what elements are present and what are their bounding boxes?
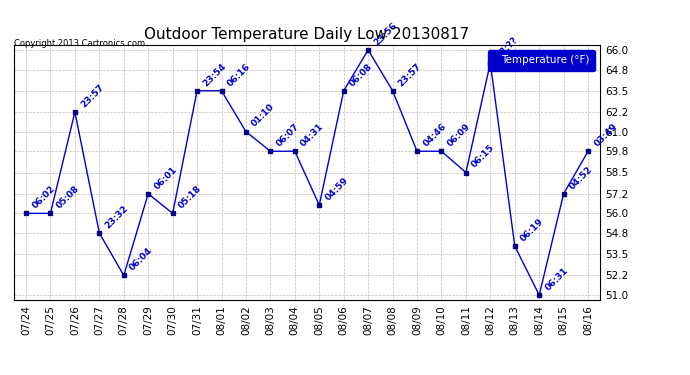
Title: Outdoor Temperature Daily Low 20130817: Outdoor Temperature Daily Low 20130817 [144, 27, 470, 42]
Text: 05:08: 05:08 [55, 184, 81, 211]
Text: 23:54: 23:54 [201, 61, 228, 88]
Text: 06:19: 06:19 [519, 217, 546, 243]
Text: 06:07: 06:07 [275, 122, 301, 148]
Text: 23:56: 23:56 [373, 21, 399, 47]
Text: 06:31: 06:31 [543, 266, 570, 292]
Text: Copyright 2013 Cartronics.com: Copyright 2013 Cartronics.com [14, 39, 145, 48]
Text: 04:46: 04:46 [421, 122, 448, 148]
Text: 06:08: 06:08 [348, 62, 374, 88]
Text: 23:57: 23:57 [397, 61, 424, 88]
Text: 04:31: 04:31 [299, 122, 326, 148]
Text: 04:59: 04:59 [324, 176, 350, 203]
Text: 06:04: 06:04 [128, 246, 155, 273]
Text: 06:15: 06:15 [470, 143, 497, 170]
Text: 05:18: 05:18 [177, 184, 204, 211]
Text: 03:49: 03:49 [592, 122, 619, 148]
Text: 04:52: 04:52 [568, 164, 594, 191]
Text: 23:??: 23:?? [495, 35, 520, 60]
Text: 01:10: 01:10 [250, 102, 277, 129]
Text: 06:16: 06:16 [226, 62, 253, 88]
Legend: Temperature (°F): Temperature (°F) [488, 50, 595, 70]
Text: 06:01: 06:01 [152, 165, 179, 191]
Text: 06:02: 06:02 [30, 184, 57, 211]
Text: 23:32: 23:32 [104, 204, 130, 230]
Text: 23:57: 23:57 [79, 82, 106, 109]
Text: 06:09: 06:09 [446, 122, 472, 148]
